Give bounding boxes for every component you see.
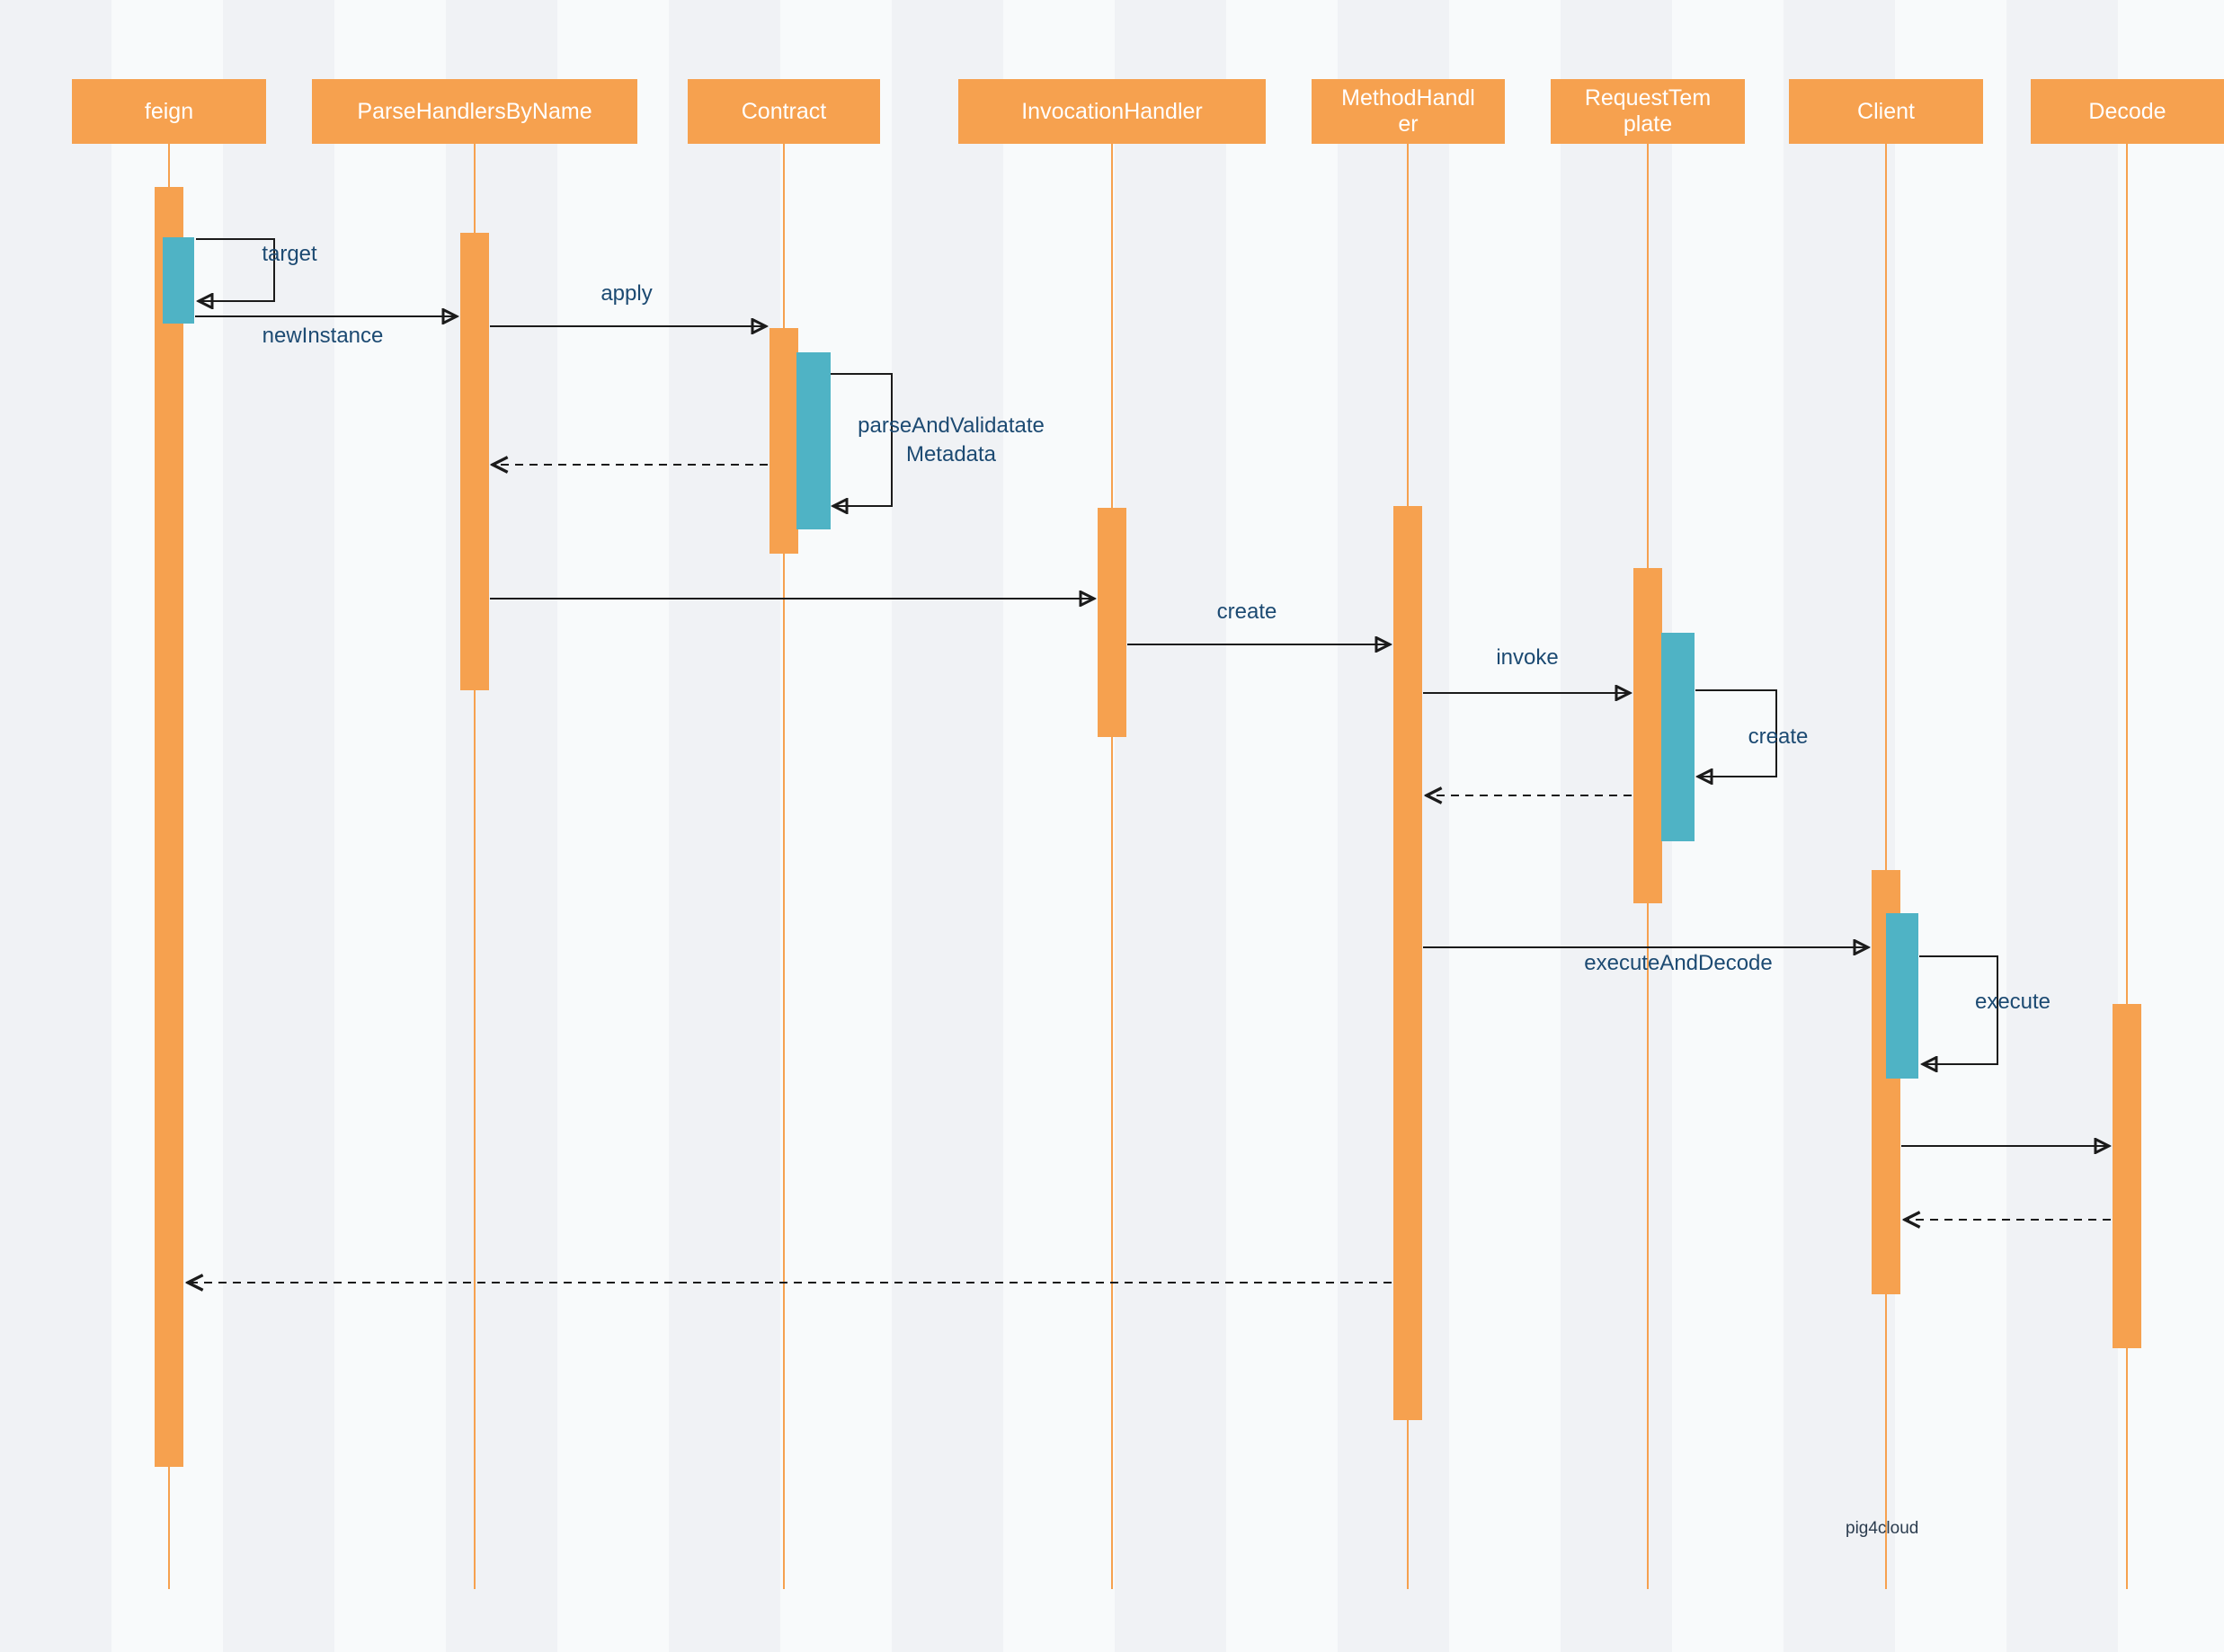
actor-label-decode: Decode xyxy=(2088,98,2166,124)
nested-activation-contract-parse xyxy=(796,352,831,529)
message-label-create-method-handler: create xyxy=(1216,600,1277,624)
message-label-target: target xyxy=(262,242,317,266)
lifeline-contract xyxy=(783,144,785,1589)
message-label-execute-and-decode: executeAndDecode xyxy=(1584,951,1773,975)
actor-label-request-template: RequestTemplate xyxy=(1584,85,1712,137)
activation-decode xyxy=(2113,1004,2141,1348)
actor-parse-handlers-by-name-header: ParseHandlersByName xyxy=(312,79,637,144)
message-label-invoke: invoke xyxy=(1496,645,1559,670)
actor-invocation-handler-header: InvocationHandler xyxy=(958,79,1266,144)
actor-label-contract: Contract xyxy=(741,98,827,124)
message-label-create-self: create xyxy=(1748,724,1809,749)
activation-invocation-handler xyxy=(1098,508,1126,737)
actor-decode-header: Decode xyxy=(2031,79,2224,144)
actor-request-template-header: RequestTemplate xyxy=(1551,79,1745,144)
activation-method-handler xyxy=(1393,506,1422,1420)
actor-label-feign: feign xyxy=(144,98,194,124)
watermark: pig4cloud xyxy=(1846,1519,1919,1538)
actor-client-header: Client xyxy=(1789,79,1983,144)
lifeline-client xyxy=(1885,144,1887,1589)
message-label-execute: execute xyxy=(1974,990,2051,1014)
activation-parse-handlers-by-name xyxy=(460,233,489,690)
lifeline-parse-handlers-by-name xyxy=(474,144,476,1589)
actor-label-method-handler: MethodHandler xyxy=(1341,85,1475,137)
message-label-apply: apply xyxy=(600,281,653,306)
actor-feign-header: feign xyxy=(72,79,266,144)
nested-activation-feign-target xyxy=(163,237,194,324)
activation-contract xyxy=(770,328,798,554)
message-label-new-instance: newInstance xyxy=(262,324,384,348)
actor-label-parse-handlers-by-name: ParseHandlersByName xyxy=(357,98,592,124)
message-label-parse-and-validate-metadata: parseAndValidatate Metadata xyxy=(858,413,1045,467)
lifeline-invocation-handler xyxy=(1111,144,1113,1589)
lifeline-decode xyxy=(2126,144,2128,1589)
actor-label-invocation-handler: InvocationHandler xyxy=(1021,98,1203,124)
actor-contract-header: Contract xyxy=(688,79,880,144)
actor-label-client: Client xyxy=(1857,98,1915,124)
activation-feign xyxy=(155,187,183,1467)
actor-method-handler-header: MethodHandler xyxy=(1312,79,1505,144)
nested-activation-client-execute xyxy=(1886,913,1918,1079)
activation-request-template xyxy=(1633,568,1662,903)
nested-activation-request-template-create xyxy=(1661,633,1695,841)
